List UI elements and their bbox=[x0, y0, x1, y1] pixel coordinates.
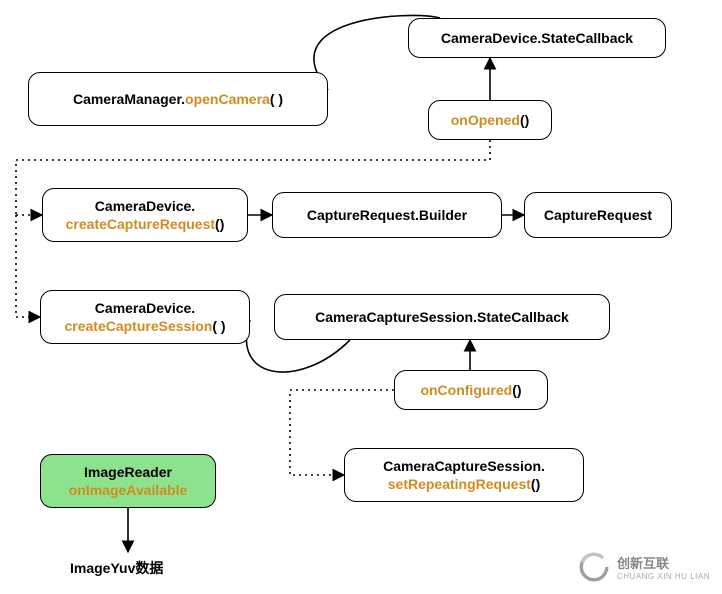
text-fragment: createCaptureSession bbox=[64, 318, 212, 334]
text-fragment: () bbox=[520, 112, 529, 128]
text-fragment: () bbox=[512, 382, 521, 398]
label-image-yuv: ImageYuv数据 bbox=[70, 558, 163, 578]
node-capture-request-builder: CaptureRequest.Builder bbox=[272, 192, 502, 238]
node-set-repeating-request: CameraCaptureSession.setRepeatingRequest… bbox=[344, 448, 584, 502]
node-text-line: CameraManager.openCamera( ) bbox=[73, 90, 283, 108]
text-fragment: openCamera bbox=[185, 91, 270, 107]
node-text-line: createCaptureSession( ) bbox=[64, 317, 225, 335]
node-text-line: onConfigured() bbox=[420, 381, 521, 399]
text-fragment: () bbox=[531, 476, 540, 492]
node-text-line: setRepeatingRequest() bbox=[388, 475, 540, 493]
node-capture-request: CaptureRequest bbox=[524, 192, 672, 238]
text-fragment: CaptureRequest.Builder bbox=[307, 207, 467, 223]
text-fragment: CameraDevice.StateCallback bbox=[441, 30, 633, 46]
text-fragment: onConfigured bbox=[420, 382, 512, 398]
node-text-line: CameraDevice. bbox=[95, 299, 195, 317]
logo-text-bottom: CHUANG XIN HU LIAN bbox=[617, 572, 710, 581]
text-fragment: CameraDevice. bbox=[95, 198, 195, 214]
node-camera-capture-session-state-callback: CameraCaptureSession.StateCallback bbox=[274, 294, 610, 340]
node-create-capture-request: CameraDevice.createCaptureRequest() bbox=[42, 188, 248, 242]
node-text-line: onOpened() bbox=[451, 111, 530, 129]
node-text-line: CameraCaptureSession. bbox=[383, 457, 545, 475]
node-text-line: createCaptureRequest() bbox=[66, 215, 225, 233]
text-fragment: ImageReader bbox=[84, 464, 172, 480]
text-fragment: CameraManager. bbox=[73, 91, 185, 107]
logo-text-top: 创新互联 bbox=[617, 553, 710, 572]
text-fragment: setRepeatingRequest bbox=[388, 476, 531, 492]
text-fragment: () bbox=[215, 216, 224, 232]
node-text-line: CaptureRequest.Builder bbox=[307, 206, 467, 224]
node-text-line: CaptureRequest bbox=[544, 206, 652, 224]
node-on-configured: onConfigured() bbox=[394, 370, 548, 410]
node-text-line: ImageReader bbox=[84, 463, 172, 481]
node-create-capture-session: CameraDevice.createCaptureSession( ) bbox=[40, 290, 250, 344]
logo-icon bbox=[577, 550, 611, 584]
text-fragment: onImageAvailable bbox=[69, 482, 188, 498]
node-text-line: CameraDevice.StateCallback bbox=[441, 29, 633, 47]
text-fragment: CameraCaptureSession.StateCallback bbox=[315, 309, 569, 325]
text-fragment: CameraCaptureSession. bbox=[383, 458, 545, 474]
diagram-canvas: CameraDevice.StateCallback CameraManager… bbox=[0, 0, 722, 594]
text-fragment: ( ) bbox=[212, 318, 225, 334]
node-text-line: CameraCaptureSession.StateCallback bbox=[315, 308, 569, 326]
node-text-line: onImageAvailable bbox=[69, 481, 188, 499]
text-fragment: CaptureRequest bbox=[544, 207, 652, 223]
watermark-logo: 创新互联 CHUANG XIN HU LIAN bbox=[571, 546, 716, 588]
text-fragment: createCaptureRequest bbox=[66, 216, 215, 232]
node-text-line: CameraDevice. bbox=[95, 197, 195, 215]
node-camera-manager-open-camera: CameraManager.openCamera( ) bbox=[28, 72, 328, 126]
text-fragment: ( ) bbox=[270, 91, 283, 107]
node-camera-device-state-callback: CameraDevice.StateCallback bbox=[408, 18, 666, 58]
text-fragment: CameraDevice. bbox=[95, 300, 195, 316]
text-fragment: onOpened bbox=[451, 112, 520, 128]
node-on-opened: onOpened() bbox=[428, 100, 552, 140]
node-image-reader: ImageReader onImageAvailable bbox=[40, 454, 216, 508]
